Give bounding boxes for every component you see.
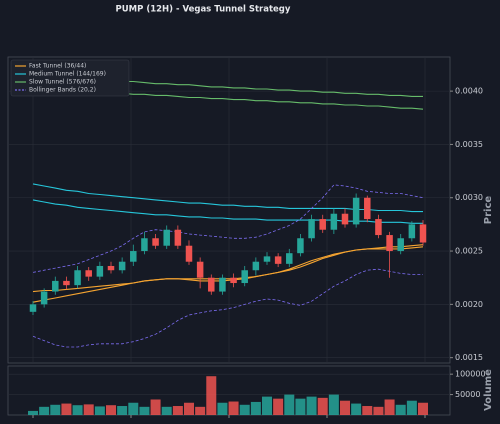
volume-bar bbox=[139, 406, 150, 415]
volume-bar bbox=[106, 405, 116, 415]
candle-body bbox=[185, 245, 193, 262]
candle-body bbox=[397, 238, 404, 252]
volume-bar bbox=[250, 401, 261, 415]
volume-bar bbox=[83, 404, 94, 415]
candle-body bbox=[319, 219, 326, 230]
volume-bar bbox=[206, 376, 217, 415]
legend-label: Fast Tunnel (36/44) bbox=[29, 63, 86, 70]
volume-bar bbox=[161, 406, 172, 415]
candle-body bbox=[286, 253, 293, 264]
candle-body bbox=[96, 265, 104, 277]
chart-title: PUMP (12H) - Vegas Tunnel Strategy bbox=[116, 5, 291, 15]
y-tick-label: 0.0030 bbox=[455, 193, 483, 202]
candle-body bbox=[364, 197, 371, 220]
candle-body bbox=[352, 197, 360, 225]
volume-bar bbox=[217, 402, 228, 415]
volume-bar bbox=[50, 404, 61, 415]
volume-bar bbox=[150, 399, 161, 415]
volume-bar bbox=[362, 406, 373, 415]
volume-bar bbox=[395, 404, 406, 415]
candle-body bbox=[308, 219, 315, 239]
legend-label: Bollinger Bands (20,2) bbox=[29, 87, 96, 94]
candle-body bbox=[341, 213, 349, 225]
volume-bar bbox=[117, 406, 128, 415]
candle-body bbox=[52, 280, 59, 292]
volume-bar bbox=[351, 403, 362, 415]
volume-tick-label: 100000 bbox=[455, 370, 486, 379]
volume-bar bbox=[172, 406, 183, 415]
candle-body bbox=[208, 277, 215, 292]
candle-body bbox=[252, 261, 260, 271]
volume-tick-label: 50000 bbox=[455, 390, 480, 399]
volume-bar bbox=[295, 398, 306, 415]
candle-body bbox=[408, 224, 416, 239]
volume-bar bbox=[39, 406, 50, 415]
legend-box bbox=[10, 59, 130, 97]
volume-bar bbox=[340, 400, 350, 415]
candle-body bbox=[163, 229, 170, 246]
volume-bar bbox=[72, 405, 83, 415]
candle-body bbox=[152, 238, 159, 246]
volume-bar bbox=[384, 399, 395, 415]
candle-body bbox=[274, 256, 282, 264]
volume-bar bbox=[184, 402, 194, 415]
candle-body bbox=[375, 219, 382, 236]
volume-bar bbox=[128, 402, 139, 415]
tunnel-line bbox=[32, 184, 424, 273]
candle-body bbox=[297, 238, 304, 254]
candle-body bbox=[40, 291, 48, 305]
candle-body bbox=[196, 261, 204, 278]
volume-bar bbox=[61, 403, 72, 415]
y-tick-label: 0.0025 bbox=[455, 247, 483, 256]
candle-body bbox=[386, 235, 393, 252]
volume-bar bbox=[28, 410, 38, 415]
candle-body bbox=[63, 280, 70, 286]
legend-label: Medium Tunnel (144/169) bbox=[29, 71, 106, 78]
candle-body bbox=[118, 261, 126, 271]
y-tick-label: 0.0040 bbox=[455, 87, 483, 96]
candle-body bbox=[263, 256, 271, 262]
volume-axis-label: Volume bbox=[483, 369, 494, 411]
y-tick-label: 0.0035 bbox=[455, 140, 483, 149]
volume-bar bbox=[195, 406, 206, 415]
candle-body bbox=[419, 224, 427, 243]
volume-bar bbox=[418, 402, 428, 415]
candle-body bbox=[174, 229, 182, 246]
candle-body bbox=[241, 270, 248, 284]
candle-body bbox=[130, 251, 137, 262]
candle-body bbox=[107, 265, 115, 271]
y-tick-label: 0.0015 bbox=[455, 353, 483, 362]
candle-body bbox=[74, 270, 81, 286]
tunnel-line bbox=[32, 246, 424, 303]
volume-bar bbox=[328, 394, 339, 415]
volume-bar bbox=[228, 401, 239, 415]
candle-body bbox=[141, 238, 148, 252]
tunnel-line bbox=[32, 268, 423, 348]
volume-bar bbox=[317, 397, 328, 415]
legend-label: Slow Tunnel (576/676) bbox=[29, 79, 96, 86]
candle-body bbox=[330, 213, 338, 230]
volume-bar bbox=[262, 396, 272, 415]
volume-bar bbox=[373, 406, 384, 415]
volume-bar bbox=[94, 406, 105, 415]
volume-bar bbox=[273, 398, 284, 415]
y-tick-label: 0.0020 bbox=[455, 300, 483, 309]
candle-body bbox=[230, 277, 237, 284]
volume-bar bbox=[306, 396, 317, 415]
volume-bar bbox=[284, 394, 295, 415]
candle-body bbox=[85, 270, 92, 277]
volume-bar bbox=[406, 400, 417, 415]
candle-body bbox=[29, 304, 37, 312]
volume-bar bbox=[239, 404, 250, 415]
candle-body bbox=[219, 277, 226, 292]
y-axis-label: Price bbox=[483, 196, 494, 225]
